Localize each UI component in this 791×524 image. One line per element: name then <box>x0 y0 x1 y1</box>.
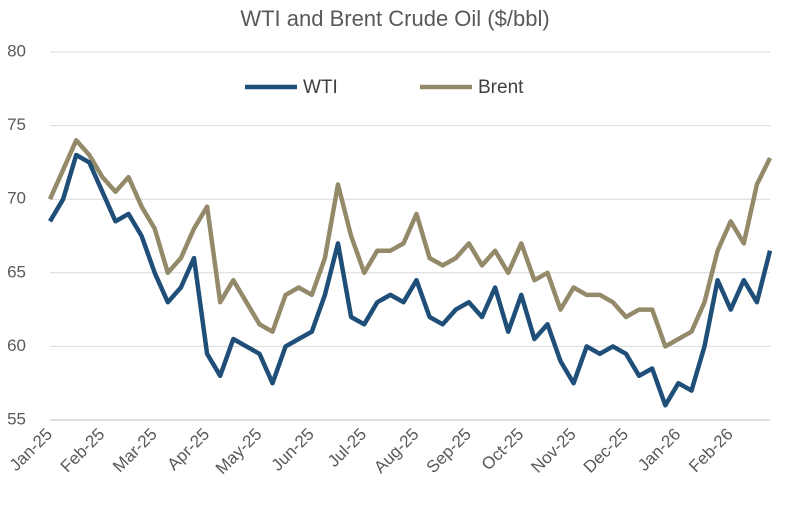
x-tick-label: Sep-25 <box>423 425 475 477</box>
y-tick-label: 70 <box>7 189 26 208</box>
x-tick-label: Mar-25 <box>109 425 161 477</box>
x-tick-label: Feb-25 <box>57 425 109 477</box>
x-tick-label: Dec-25 <box>580 425 632 477</box>
x-tick-label: Jan-25 <box>6 425 56 475</box>
x-tick-label: Oct-25 <box>478 425 528 475</box>
y-tick-label: 65 <box>7 262 26 281</box>
y-tick-label: 55 <box>7 409 26 428</box>
chart-title: WTI and Brent Crude Oil ($/bbl) <box>240 6 549 31</box>
series-line <box>47 138 773 349</box>
x-tick-label: Aug-25 <box>370 425 422 477</box>
x-tick-label: May-25 <box>212 425 266 479</box>
x-tick-label: Nov-25 <box>527 425 579 477</box>
series-line <box>48 152 773 408</box>
legend-label: WTI <box>303 77 338 98</box>
legend-label: Brent <box>478 77 524 98</box>
x-tick-label: Jul-25 <box>324 425 370 471</box>
x-tick-label: Jan-26 <box>634 425 684 475</box>
x-tick-label: Apr-25 <box>164 425 214 475</box>
y-tick-label: 75 <box>7 115 26 134</box>
y-tick-label: 60 <box>7 336 26 355</box>
x-tick-label: Jun-25 <box>268 425 318 475</box>
y-tick-label: 80 <box>7 41 26 60</box>
x-tick-label: Feb-26 <box>685 425 737 477</box>
